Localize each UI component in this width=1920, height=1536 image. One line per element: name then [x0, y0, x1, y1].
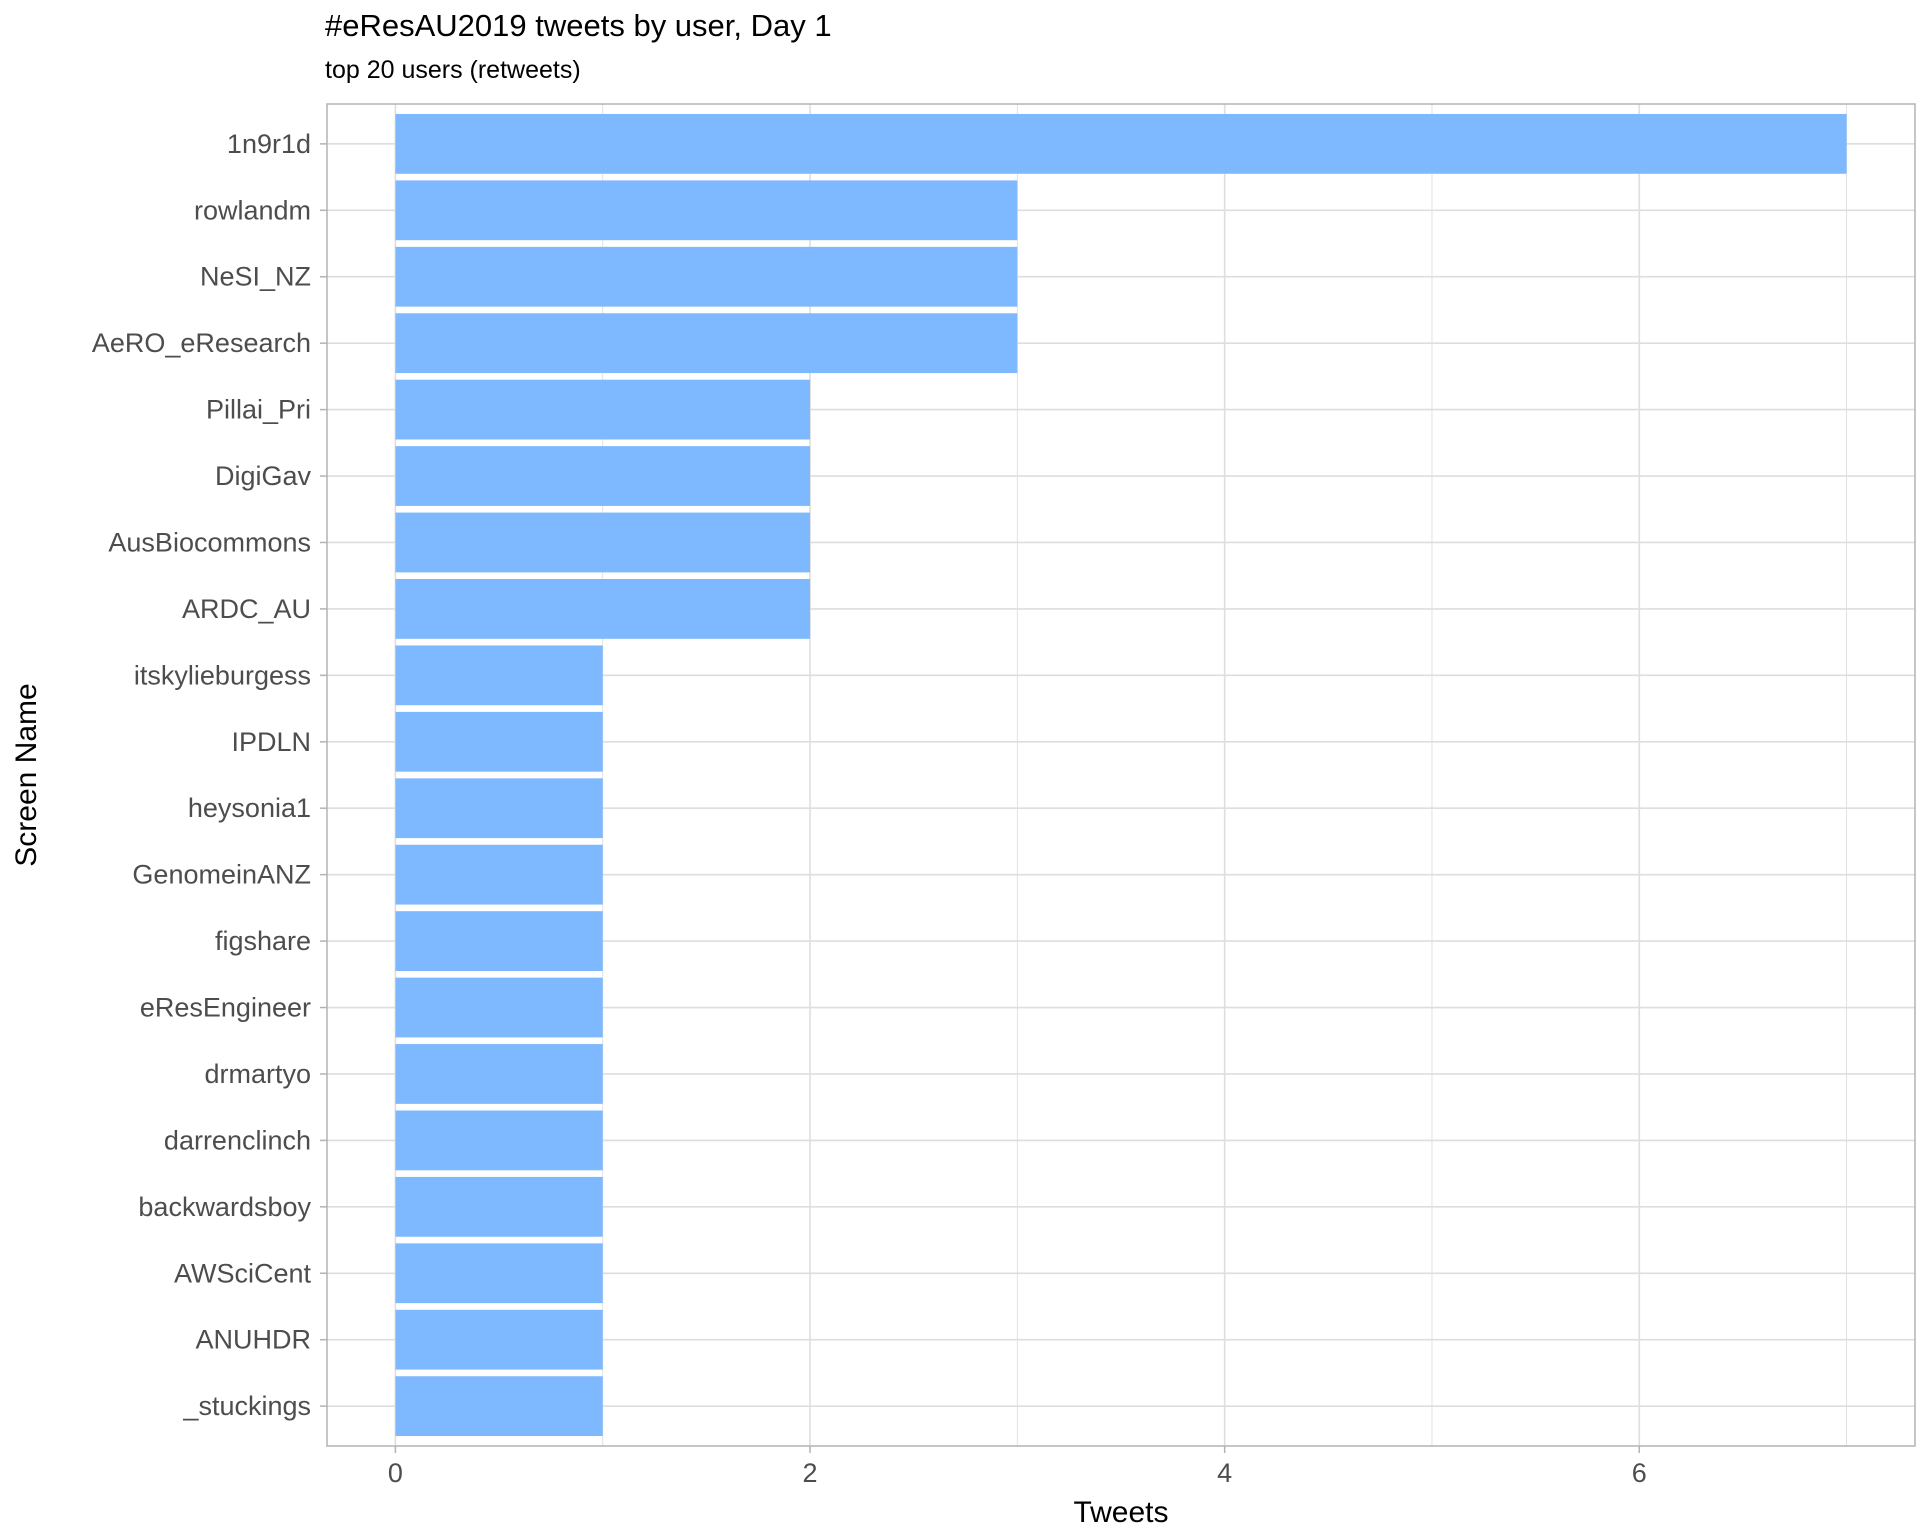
x-tick-label: 6 — [1632, 1458, 1647, 1488]
bar-IPDLN — [395, 711, 603, 772]
x-tick-label: 4 — [1217, 1458, 1232, 1488]
grid-layer — [327, 104, 1915, 1446]
x-tick-label: 2 — [803, 1458, 818, 1488]
bar-AeRO_eResearch — [395, 313, 1018, 374]
bar-backwardsboy — [395, 1176, 603, 1237]
y-tick-label: GenomeinANZ — [132, 860, 311, 890]
bar-itskylieburgess — [395, 645, 603, 706]
bar-NeSI_NZ — [395, 246, 1018, 307]
y-tick-label: rowlandm — [194, 195, 311, 225]
bar-DigiGav — [395, 446, 811, 506]
x-tick-label: 0 — [388, 1458, 403, 1488]
bar-Pillai_Pri — [395, 379, 811, 440]
bar-eResEngineer — [395, 977, 603, 1038]
bar-1n9r1d — [395, 113, 1847, 174]
y-tick-label: DigiGav — [215, 461, 312, 491]
bar-layer — [395, 113, 1847, 1437]
y-tick-label: AusBiocommons — [108, 527, 311, 557]
y-tick-label: AeRO_eResearch — [92, 328, 311, 358]
bar-ANUHDR — [395, 1309, 603, 1370]
y-tick-label: heysonia1 — [188, 793, 311, 823]
y-tick-label: drmartyo — [204, 1059, 311, 1089]
y-tick-label: backwardsboy — [138, 1192, 311, 1222]
bar-GenomeinANZ — [395, 844, 603, 905]
x-axis-title: Tweets — [1073, 1496, 1168, 1529]
y-tick-label: eResEngineer — [140, 993, 311, 1023]
plot-frame — [326, 103, 1916, 1447]
y-tick-label: ARDC_AU — [182, 594, 311, 624]
y-tick-label: AWSciCent — [174, 1258, 312, 1288]
y-tick-label: figshare — [215, 926, 311, 956]
y-tick-label: itskylieburgess — [134, 660, 311, 690]
tick-layer: 1n9r1d rowlandm NeSI_NZ AeRO_eResearch Pilla… — [92, 129, 1647, 1488]
y-tick-label: ANUHDR — [195, 1325, 311, 1355]
y-tick-label: Pillai_Pri — [206, 395, 311, 425]
y-tick-label: NeSI_NZ — [200, 262, 311, 292]
bar-AWSciCent — [395, 1243, 603, 1304]
chart-title: #eResAU2019 tweets by user, Day 1 — [325, 8, 832, 43]
y-tick-label: IPDLN — [231, 727, 311, 757]
bar-figshare — [395, 911, 603, 971]
bar-rowlandm — [395, 180, 1018, 241]
chart-subtitle: top 20 users (retweets) — [325, 56, 581, 84]
bar-darrenclinch — [395, 1110, 603, 1171]
bar-heysonia1 — [395, 778, 603, 839]
y-axis-title: Screen Name — [10, 683, 43, 866]
bar-drmartyo — [395, 1044, 603, 1104]
y-tick-label: 1n9r1d — [227, 129, 311, 159]
bar-_stuckings — [395, 1376, 603, 1437]
bar-AusBiocommons — [395, 512, 811, 573]
y-tick-label: darrenclinch — [164, 1125, 311, 1155]
bar-ARDC_AU — [395, 579, 811, 639]
y-tick-label: _stuckings — [182, 1391, 311, 1421]
